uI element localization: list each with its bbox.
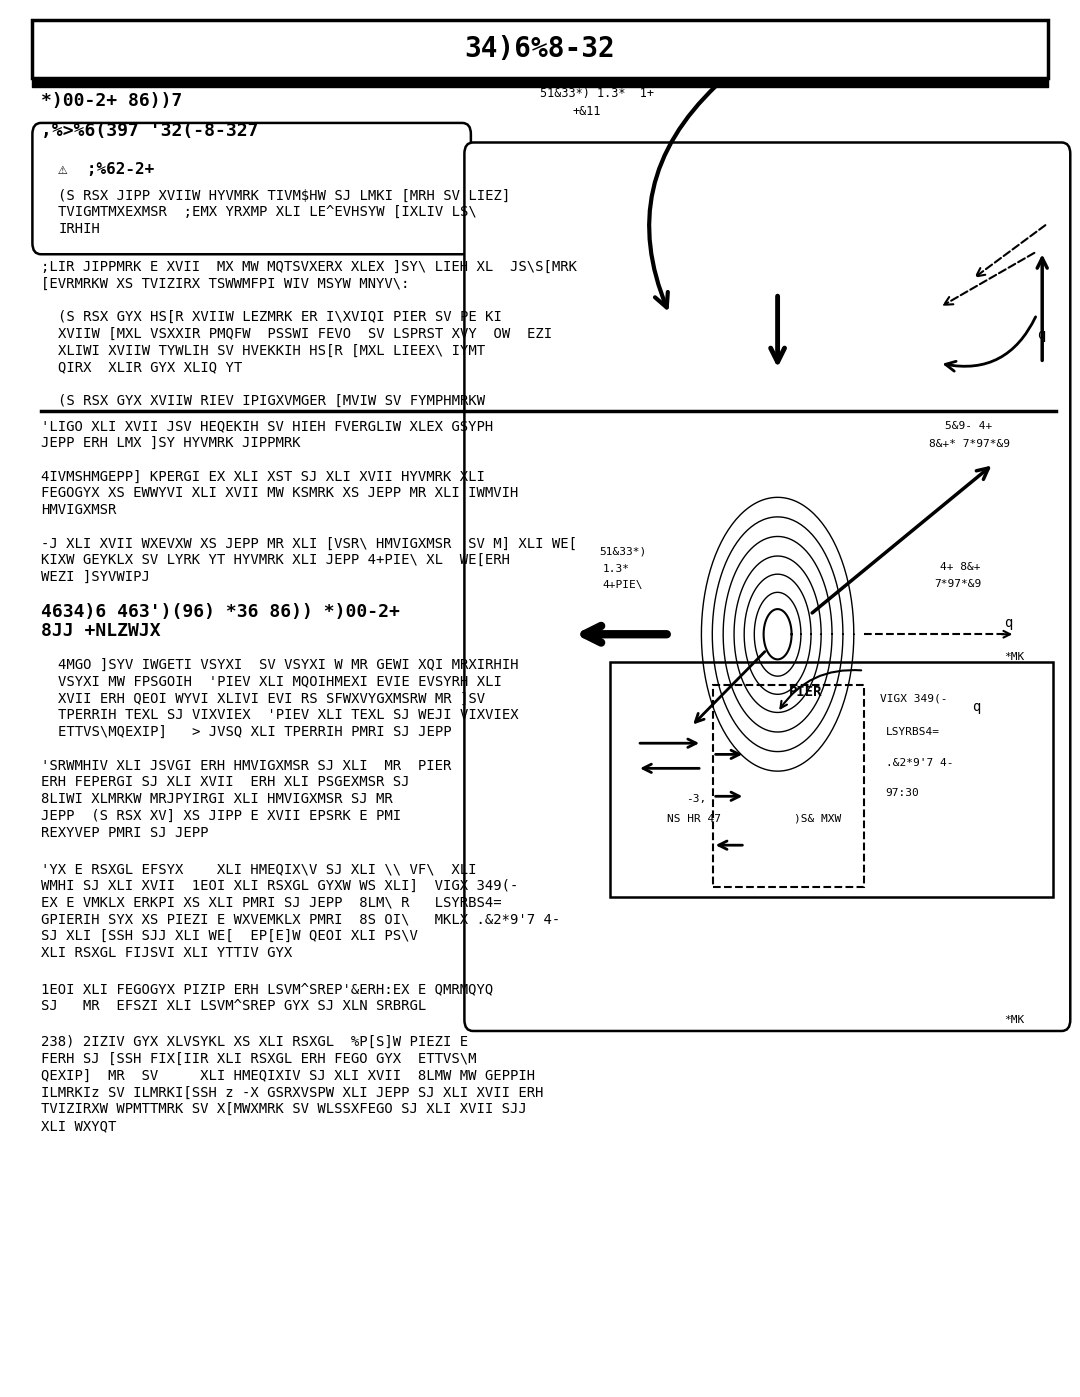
- Text: VSYXI MW FPSGOIH  'PIEV XLI MQOIHMEXI EVIE EVSYRH XLI: VSYXI MW FPSGOIH 'PIEV XLI MQOIHMEXI EVI…: [58, 675, 502, 689]
- Text: SJ XLI [SSH SJJ XLI WE[  EP[E]W QEOI XLI PS\V: SJ XLI [SSH SJJ XLI WE[ EP[E]W QEOI XLI …: [41, 929, 418, 943]
- FancyBboxPatch shape: [610, 662, 1053, 897]
- Text: JEPP  (S RSX XV] XS JIPP E XVII EPSRK E PMI: JEPP (S RSX XV] XS JIPP E XVII EPSRK E P…: [41, 809, 401, 823]
- Text: TVIGMTMXEXMSR  ;EMX YRXMP XLI LE^EVHSYW [IXLIV LS\: TVIGMTMXEXMSR ;EMX YRXMP XLI LE^EVHSYW […: [58, 205, 477, 219]
- Text: (S RSX GYX HS[R XVIIW LEZMRK ER I\XVIQI PIER SV PE KI: (S RSX GYX HS[R XVIIW LEZMRK ER I\XVIQI …: [58, 310, 502, 324]
- Text: KIXW GEYKLX SV LYRK YT HYVMRK XLI JEPP 4+PIE\ XL  WE[ERH: KIXW GEYKLX SV LYRK YT HYVMRK XLI JEPP 4…: [41, 553, 510, 567]
- Text: ⚠  ;%62-2+: ⚠ ;%62-2+: [58, 162, 154, 176]
- Text: REXYVEP PMRI SJ JEPP: REXYVEP PMRI SJ JEPP: [41, 826, 208, 840]
- Text: (S RSX GYX XVIIW RIEV IPIGXVMGER [MVIW SV FYMPHMRKW: (S RSX GYX XVIIW RIEV IPIGXVMGER [MVIW S…: [58, 394, 485, 408]
- Text: FEGOGYX XS EWWYVI XLI XVII MW KSMRK XS JEPP MR XLI IWMVIH: FEGOGYX XS EWWYVI XLI XVII MW KSMRK XS J…: [41, 486, 518, 500]
- Text: q: q: [1037, 328, 1045, 342]
- FancyBboxPatch shape: [32, 20, 1048, 78]
- Text: .&2*9'7 4-: .&2*9'7 4-: [886, 757, 953, 768]
- Text: XLI WXYQT: XLI WXYQT: [41, 1119, 117, 1133]
- Text: 'LIGO XLI XVII JSV HEQEKIH SV HIEH FVERGLIW XLEX GSYPH: 'LIGO XLI XVII JSV HEQEKIH SV HIEH FVERG…: [41, 419, 494, 433]
- Text: 5&9- 4+: 5&9- 4+: [945, 420, 993, 432]
- Text: PIER: PIER: [788, 685, 822, 698]
- Text: 8LIWI XLMRKW MRJPYIRGI XLI HMVIGXMSR SJ MR: 8LIWI XLMRKW MRJPYIRGI XLI HMVIGXMSR SJ …: [41, 792, 393, 806]
- Text: JEPP ERH LMX ]SY HYVMRK JIPPMRK: JEPP ERH LMX ]SY HYVMRK JIPPMRK: [41, 436, 300, 450]
- Text: ;LIR JIPPMRK E XVII  MX MW MQTSVXERX XLEX ]SY\ LIEH XL  JS\S[MRK: ;LIR JIPPMRK E XVII MX MW MQTSVXERX XLEX…: [41, 260, 577, 274]
- Text: SJ   MR  EFSZI XLI LSVM^SREP GYX SJ XLN SRBRGL: SJ MR EFSZI XLI LSVM^SREP GYX SJ XLN SRB…: [41, 999, 427, 1013]
- Text: q: q: [1004, 616, 1013, 630]
- Text: XLIWI XVIIW TYWLIH SV HVEKKIH HS[R [MXL LIEEX\ IYMT: XLIWI XVIIW TYWLIH SV HVEKKIH HS[R [MXL …: [58, 344, 485, 358]
- Text: 4IVMSHMGEPP] KPERGI EX XLI XST SJ XLI XVII HYVMRK XLI: 4IVMSHMGEPP] KPERGI EX XLI XST SJ XLI XV…: [41, 469, 485, 483]
- Text: ,%>%6(397 '32(-8-327: ,%>%6(397 '32(-8-327: [41, 123, 258, 140]
- Text: 34)6%8-32: 34)6%8-32: [464, 35, 616, 63]
- Text: ERH FEPERGI SJ XLI XVII  ERH XLI PSGEXMSR SJ: ERH FEPERGI SJ XLI XVII ERH XLI PSGEXMSR…: [41, 775, 409, 789]
- Text: 4+PIE\: 4+PIE\: [603, 580, 644, 591]
- Text: FERH SJ [SSH FIX[IIR XLI RSXGL ERH FEGO GYX  ETTVS\M: FERH SJ [SSH FIX[IIR XLI RSXGL ERH FEGO …: [41, 1052, 476, 1066]
- Text: WEZI ]SYVWIPJ: WEZI ]SYVWIPJ: [41, 570, 150, 584]
- Text: 8JJ +NLZWJX: 8JJ +NLZWJX: [41, 623, 161, 640]
- Text: ILMRKIz SV ILMRKI[SSH z -X GSRXVSPW XLI JEPP SJ XLI XVII ERH: ILMRKIz SV ILMRKI[SSH z -X GSRXVSPW XLI …: [41, 1085, 543, 1099]
- Text: NS HR 47: NS HR 47: [667, 813, 721, 824]
- Text: QEXIP]  MR  SV     XLI HMEQIXIV SJ XLI XVII  8LMW MW GEPPIH: QEXIP] MR SV XLI HMEQIXIV SJ XLI XVII 8L…: [41, 1069, 536, 1083]
- Text: *MK: *MK: [1004, 1014, 1025, 1025]
- Text: 4634)6 463')(96) *36 86)) *)00-2+: 4634)6 463')(96) *36 86)) *)00-2+: [41, 604, 400, 620]
- Text: 4MGO ]SYV IWGETI VSYXI  SV VSYXI W MR GEWI XQI MRXIRHIH: 4MGO ]SYV IWGETI VSYXI SV VSYXI W MR GEW…: [58, 658, 519, 672]
- Text: XVII ERH QEOI WYVI XLIVI EVI RS SFWXVYGXMSRW MR ]SV: XVII ERH QEOI WYVI XLIVI EVI RS SFWXVYGX…: [58, 692, 485, 705]
- FancyBboxPatch shape: [32, 123, 471, 254]
- Text: -J XLI XVII WXEVXW XS JEPP MR XLI [VSR\ HMVIGXMSR  SV M] XLI WE[: -J XLI XVII WXEVXW XS JEPP MR XLI [VSR\ …: [41, 536, 577, 550]
- Text: TVIZIRXW WPMTTMRK SV X[MWXMRK SV WLSSXFEGO SJ XLI XVII SJJ: TVIZIRXW WPMTTMRK SV X[MWXMRK SV WLSSXFE…: [41, 1102, 527, 1116]
- Text: q: q: [972, 700, 981, 714]
- Text: IRHIH: IRHIH: [58, 222, 100, 236]
- Text: 'SRWMHIV XLI JSVGI ERH HMVIGXMSR SJ XLI  MR  PIER: 'SRWMHIV XLI JSVGI ERH HMVIGXMSR SJ XLI …: [41, 759, 451, 773]
- Text: EX E VMKLX ERKPI XS XLI PMRI SJ JEPP  8LM\ R   LSYRBS4=: EX E VMKLX ERKPI XS XLI PMRI SJ JEPP 8LM…: [41, 895, 502, 909]
- Text: QIRX  XLIR GYX XLIQ YT: QIRX XLIR GYX XLIQ YT: [58, 360, 243, 374]
- Text: TPERRIH TEXL SJ VIXVIEX  'PIEV XLI TEXL SJ WEJI VIXVIEX: TPERRIH TEXL SJ VIXVIEX 'PIEV XLI TEXL S…: [58, 708, 519, 722]
- Text: 1EOI XLI FEGOGYX PIZIP ERH LSVM^SREP'&ERH:EX E QMRMQYQ: 1EOI XLI FEGOGYX PIZIP ERH LSVM^SREP'&ER…: [41, 982, 494, 996]
- Text: 8&+* 7*97*&9: 8&+* 7*97*&9: [929, 439, 1010, 450]
- Text: 'YX E RSXGL EFSYX    XLI HMEQIX\V SJ XLI \\ VF\  XLI: 'YX E RSXGL EFSYX XLI HMEQIX\V SJ XLI \\…: [41, 862, 476, 876]
- Text: 1.3*: 1.3*: [603, 563, 630, 574]
- Text: *MK: *MK: [1004, 651, 1025, 662]
- Text: [EVRMRKW XS TVIZIRX TSWWMFPI WIV MSYW MNYV\:: [EVRMRKW XS TVIZIRX TSWWMFPI WIV MSYW MN…: [41, 277, 409, 291]
- Text: 51&33*): 51&33*): [599, 546, 647, 557]
- Text: WMHI SJ XLI XVII  1EOI XLI RSXGL GYXW WS XLI]  VIGX 349(-: WMHI SJ XLI XVII 1EOI XLI RSXGL GYXW WS …: [41, 879, 518, 893]
- FancyBboxPatch shape: [464, 142, 1070, 1031]
- Text: HMVIGXMSR: HMVIGXMSR: [41, 503, 117, 517]
- Text: *)00-2+ 86))7: *)00-2+ 86))7: [41, 92, 183, 109]
- Text: +&11: +&11: [572, 105, 600, 119]
- Text: GPIERIH SYX XS PIEZI E WXVEMKLX PMRI  8S OI\   MKLX .&2*9'7 4-: GPIERIH SYX XS PIEZI E WXVEMKLX PMRI 8S …: [41, 912, 561, 926]
- Text: 97:30: 97:30: [886, 788, 919, 799]
- Text: ETTVS\MQEXIP]   > JVSQ XLI TPERRIH PMRI SJ JEPP: ETTVS\MQEXIP] > JVSQ XLI TPERRIH PMRI SJ…: [58, 725, 451, 739]
- Text: )S& MXW: )S& MXW: [794, 813, 841, 824]
- Text: LSYRBS4=: LSYRBS4=: [886, 726, 940, 738]
- Text: 7*97*&9: 7*97*&9: [934, 578, 982, 590]
- Text: XVIIW [MXL VSXXIR PMQFW  PSSWI FEVO  SV LSPRST XVY  OW  EZI: XVIIW [MXL VSXXIR PMQFW PSSWI FEVO SV LS…: [58, 327, 553, 341]
- Text: 238) 2IZIV GYX XLVSYKL XS XLI RSXGL  %P[S]W PIEZI E: 238) 2IZIV GYX XLVSYKL XS XLI RSXGL %P[S…: [41, 1035, 468, 1049]
- Text: (S RSX JIPP XVIIW HYVMRK TIVM$HW SJ LMKI [MRH SV LIEZ]: (S RSX JIPP XVIIW HYVMRK TIVM$HW SJ LMKI…: [58, 189, 511, 203]
- Text: 4+ 8&+: 4+ 8&+: [940, 562, 981, 573]
- Text: -3,: -3,: [686, 793, 706, 805]
- Text: 51&33*) 1.3*  1+: 51&33*) 1.3* 1+: [540, 87, 654, 101]
- Text: XLI RSXGL FIJSVI XLI YTTIV GYX: XLI RSXGL FIJSVI XLI YTTIV GYX: [41, 946, 293, 960]
- Text: VIGX 349(-: VIGX 349(-: [880, 693, 948, 704]
